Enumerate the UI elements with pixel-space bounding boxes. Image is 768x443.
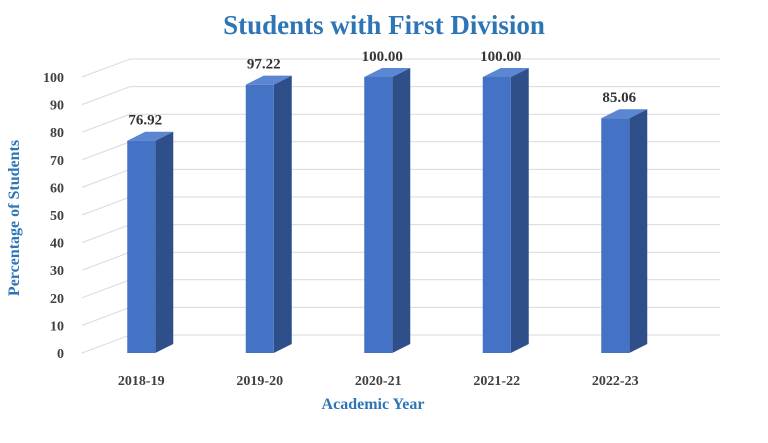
bar-front — [245, 84, 274, 354]
data-labels: 76.92 97.22 100.00 100.00 85.06 — [128, 49, 636, 129]
y-tick-label: 100 — [43, 71, 64, 86]
bar-2020-21 — [364, 68, 411, 353]
bar-2018-19 — [127, 131, 174, 353]
y-tick-label: 90 — [50, 99, 64, 114]
bar-top — [482, 68, 529, 77]
bars — [127, 68, 648, 354]
x-tick-label: 2020-21 — [355, 374, 402, 389]
y-tick-label: 10 — [50, 319, 64, 334]
data-label: 85.06 — [602, 90, 636, 106]
bar-top — [127, 131, 174, 141]
x-tick-label: 2021-22 — [473, 374, 520, 389]
bar-top — [364, 68, 411, 77]
x-tick-label: 2018-19 — [118, 374, 165, 389]
y-axis-title: Percentage of Students — [6, 140, 23, 296]
gridline — [81, 58, 720, 78]
bar-side — [629, 109, 648, 353]
bar-side — [155, 131, 174, 353]
data-label: 97.22 — [247, 57, 281, 73]
bar-2021-22 — [482, 68, 529, 353]
y-tick-label: 50 — [50, 209, 64, 224]
bar-side — [273, 75, 292, 354]
bar-2019-20 — [245, 75, 292, 354]
data-label: 100.00 — [362, 49, 403, 65]
y-tick-label: 30 — [50, 264, 64, 279]
y-axis-ticks: 0 10 20 30 40 50 60 70 80 90 100 — [43, 71, 64, 362]
bar-front — [601, 118, 630, 353]
chart-title: Students with First Division — [223, 10, 545, 40]
y-tick-label: 80 — [50, 126, 64, 141]
bar-top — [601, 109, 648, 119]
x-axis-ticks: 2018-19 2019-20 2020-21 2021-22 2022-23 — [118, 374, 639, 389]
bar-front — [364, 77, 393, 353]
data-label: 76.92 — [128, 113, 162, 129]
bar-side — [392, 68, 411, 353]
y-tick-label: 0 — [57, 347, 64, 362]
y-tick-label: 20 — [50, 292, 64, 307]
bar-front — [482, 77, 511, 353]
bar-2022-23 — [601, 109, 648, 353]
bar-side — [510, 68, 529, 353]
y-tick-label: 60 — [50, 181, 64, 196]
x-tick-label: 2019-20 — [236, 374, 283, 389]
bar-front — [127, 140, 156, 353]
data-label: 100.00 — [480, 49, 521, 65]
y-tick-label: 70 — [50, 154, 64, 169]
x-axis-title: Academic Year — [322, 396, 425, 413]
bar-top — [245, 75, 292, 85]
x-tick-label: 2022-23 — [592, 374, 639, 389]
y-tick-label: 40 — [50, 237, 64, 252]
